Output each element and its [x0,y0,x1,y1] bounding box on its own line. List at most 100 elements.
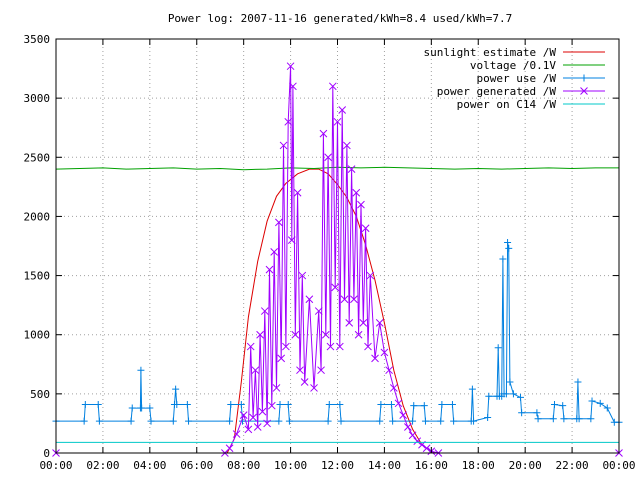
data-point [147,417,155,425]
legend-label: sunlight estimate /W [424,46,557,59]
data-point [251,366,260,375]
legend-label: power generated /W [437,85,557,98]
grid [56,39,619,453]
data-point [95,417,103,425]
data-point [279,141,288,150]
data-point [516,393,524,401]
data-point [317,366,325,375]
data-point [422,444,431,453]
chart-title: Power log: 2007-11-16 generated/kWh=8.4 … [168,12,512,25]
axis-ticks: 00:00 02:00 04:00 06:00 08:00 10:00 12:00 14:00… [24,33,636,472]
x-tick-label: 00:00 [39,459,72,472]
data-point [331,283,340,292]
data-point [169,417,177,425]
data-point [258,407,267,416]
data-point [387,401,395,409]
data-point [296,366,304,375]
data-point [380,348,389,357]
data-point [361,224,370,233]
data-point [267,401,276,410]
data-point [575,415,583,423]
data-point [338,106,347,114]
data-point [324,153,332,162]
data-point [128,404,136,412]
data-point [410,402,418,410]
data-point [80,417,88,425]
data-point [343,141,351,150]
data-point [354,330,363,339]
data-point [246,342,255,351]
data-point [438,401,446,409]
data-point [409,417,417,425]
data-point [270,248,279,256]
data-point [408,431,417,440]
data-point [504,238,512,246]
data-point [285,417,293,425]
data-point [263,419,271,428]
data-point [173,401,181,409]
x-tick-label: 02:00 [86,459,119,472]
x-tick-label: 00:00 [602,459,635,472]
data-point [305,295,314,304]
data-point [284,401,292,409]
data-point [375,319,384,327]
series-line [56,168,619,454]
x-tick-label: 18:00 [462,459,495,472]
data-point [284,117,293,126]
data-point [314,307,323,315]
data-point [277,354,286,363]
data-point [138,404,146,412]
x-tick-label: 22:00 [556,459,589,472]
data-point [256,330,264,339]
data-point [265,265,274,274]
data-point [574,378,582,386]
data-point [232,430,241,438]
y-tick-label: 1500 [24,270,51,283]
y-tick-label: 3000 [24,92,51,105]
data-point [337,417,345,425]
data-point [468,385,476,393]
data-point [333,117,342,126]
legend-marker [580,87,588,95]
data-point [328,82,337,91]
x-tick-label: 06:00 [180,459,213,472]
y-tick-label: 500 [30,388,50,401]
data-point [499,255,507,263]
data-point [549,415,557,423]
data-point [413,437,422,446]
data-point [371,354,379,363]
data-point [518,409,526,417]
legend-marker [580,74,588,82]
data-point [587,415,595,423]
data-point [325,401,333,409]
data-point [286,62,295,71]
data-point [275,417,283,425]
data-point [588,397,596,405]
x-tick-label: 10:00 [274,459,307,472]
data-point [185,417,193,425]
data-point [560,415,568,423]
data-point [484,414,492,422]
data-point [319,129,328,138]
data-point [389,384,398,392]
data-point [450,417,458,425]
data-point [603,404,611,412]
data-point [376,417,384,425]
data-point [310,384,318,392]
data-point [502,390,510,398]
data-point [505,244,513,252]
data-point [244,425,253,434]
data-point [276,401,284,409]
data-point [421,417,429,425]
data-point [448,401,456,409]
legend-label: voltage /0.1V [470,59,556,72]
legend-label: power use /W [477,72,557,85]
data-point [494,344,502,352]
data-point [275,218,283,227]
legend-label: power on C14 /W [457,98,557,111]
series-sunlight-estimate-w [56,168,619,454]
data-point [389,417,397,425]
data-point [550,401,558,409]
